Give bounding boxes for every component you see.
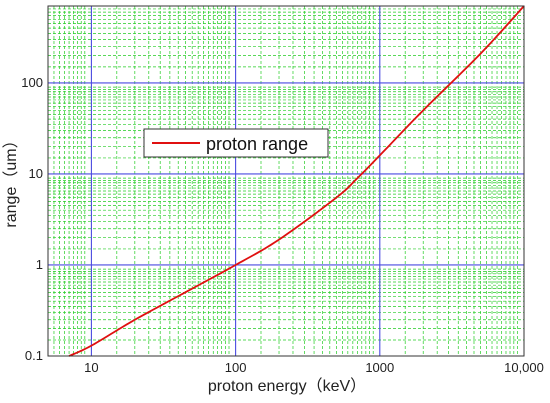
y-axis-label: range（um） [2,132,20,227]
x-tick-label: 100 [225,360,247,375]
plot-frame [47,5,525,357]
x-axis-label: proton energy（keV） [208,377,366,395]
legend: proton range [143,128,329,158]
plot-area [48,6,524,356]
x-tick-label: 10,000 [504,360,544,375]
series-layer [68,5,525,357]
x-tick-label: 1000 [365,360,394,375]
legend-label-proton-range: proton range [206,134,308,154]
y-tick-label: 1 [36,257,43,272]
y-tick-label: 0.1 [25,348,43,363]
y-tick-label: 10 [29,166,43,181]
y-tick-label: 100 [21,75,43,90]
major-grid [48,6,524,356]
plot-background [48,6,524,356]
x-tick-labels: 10 100 1000 10,000 [84,360,544,375]
series-line-proton-range [68,5,525,357]
y-tick-labels: 0.1 1 10 100 [21,75,43,363]
x-tick-label: 10 [84,360,98,375]
